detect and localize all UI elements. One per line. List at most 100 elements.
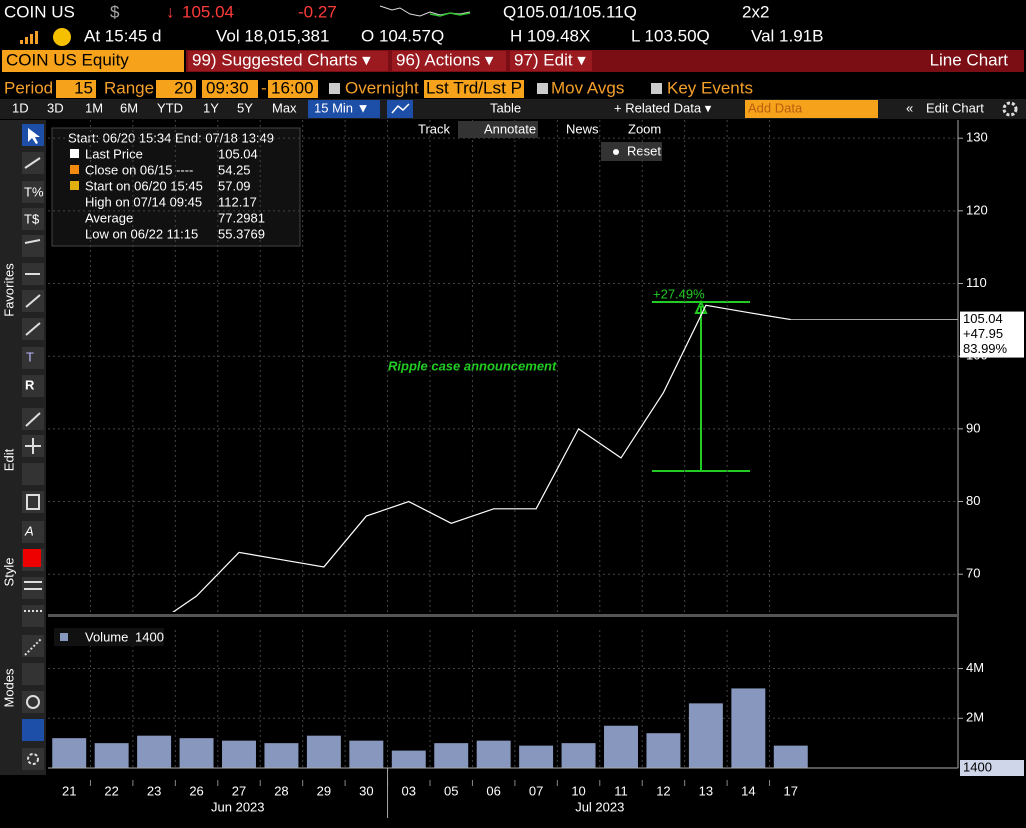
panel-divider <box>48 614 958 617</box>
range-button[interactable]: 3D <box>47 100 64 115</box>
range-button[interactable]: YTD <box>157 100 183 115</box>
volume-bar <box>604 725 638 768</box>
dollar-icon: T$ <box>24 211 40 226</box>
legend-swatch <box>70 165 79 174</box>
legend-value: 77.2981 <box>218 210 265 225</box>
input[interactable] <box>268 80 318 98</box>
reset-button[interactable] <box>601 142 662 161</box>
x-tick-label: 10 <box>571 783 585 798</box>
x-tick-label: 22 <box>104 783 118 798</box>
legend-range: Start: 06/20 15:34 End: 07/18 13:49 <box>68 130 274 145</box>
range-button[interactable]: 1D <box>12 100 29 115</box>
x-tick-label: 14 <box>741 783 755 798</box>
start-time[interactable]: 09:30 <box>206 78 249 97</box>
y-tick-label: 80 <box>966 493 980 508</box>
suggested-charts[interactable]: 99) Suggested Charts ▾ <box>192 50 371 69</box>
gear-icon[interactable] <box>1002 101 1018 117</box>
menu-button[interactable] <box>510 51 592 71</box>
x-tick-label: 13 <box>699 783 713 798</box>
end-time[interactable]: 16:00 <box>271 78 314 97</box>
r-icon: R <box>25 377 35 392</box>
edit[interactable]: 97) Edit ▾ <box>514 50 586 69</box>
input[interactable] <box>424 80 524 98</box>
security-box[interactable] <box>2 50 184 72</box>
range-button[interactable]: 5Y <box>237 100 253 115</box>
checkbox[interactable] <box>329 83 340 94</box>
chart-icon-line <box>391 103 410 114</box>
legend-label: Average <box>85 210 133 225</box>
interval[interactable]: 15 Min ▼ <box>314 100 370 115</box>
input[interactable] <box>202 80 258 98</box>
menu-button[interactable] <box>392 51 506 71</box>
table[interactable]: Table <box>490 100 521 115</box>
range[interactable]: 20 <box>174 78 193 97</box>
range-button[interactable]: 6M <box>120 100 138 115</box>
chart-icon[interactable] <box>387 100 413 118</box>
volume-bar <box>137 735 172 768</box>
chart-tool[interactable]: Zoom <box>628 121 661 136</box>
sidebar-label: Favorites <box>1 263 16 317</box>
legend-box <box>51 127 301 247</box>
legend-value: 55.3769 <box>218 226 265 241</box>
pointer-icon <box>28 128 40 144</box>
add-data-box[interactable] <box>745 100 878 118</box>
range-button[interactable]: Max <box>272 100 297 115</box>
x-tick-label: 12 <box>656 783 670 798</box>
x-tick-label: 26 <box>189 783 203 798</box>
range-button[interactable]: 1M <box>85 100 103 115</box>
chart-tool[interactable]: Track <box>418 121 451 136</box>
legend-label: High on 07/14 09:45 <box>85 194 202 209</box>
x-tick-label: 23 <box>147 783 161 798</box>
add-data[interactable]: Add Data <box>748 100 803 115</box>
checkbox[interactable] <box>537 83 548 94</box>
volume-bar <box>179 738 214 768</box>
x-tick-label: 07 <box>529 783 543 798</box>
ticker: COIN US <box>4 2 75 21</box>
volume-bar <box>222 740 256 768</box>
signal-icon <box>20 28 71 46</box>
x-tick-label: 21 <box>62 783 76 798</box>
checkbox[interactable] <box>651 83 662 94</box>
related-data[interactable]: + Related Data ▾ <box>614 100 712 115</box>
low: L 103.50Q <box>631 26 710 45</box>
month-label: Jun 2023 <box>211 799 265 814</box>
period[interactable]: 15 <box>74 78 93 97</box>
mode-button[interactable] <box>22 719 44 741</box>
actions[interactable]: 96) Actions ▾ <box>396 50 494 69</box>
x-tick-label: 11 <box>614 783 628 798</box>
legend-box <box>54 628 164 646</box>
menu-button[interactable] <box>188 51 388 71</box>
legend-label: Last Price <box>85 146 143 161</box>
input[interactable] <box>56 80 96 98</box>
range-button[interactable]: 1Y <box>203 100 219 115</box>
sidebar-glyphs <box>24 157 42 765</box>
down-arrow: ↓ <box>166 2 175 21</box>
interval-box[interactable] <box>308 100 380 118</box>
y-tick-label: 2M <box>966 710 984 725</box>
collapse-icon[interactable]: « <box>906 100 913 115</box>
volume-bar <box>94 743 129 768</box>
sidebar-label: Edit <box>1 448 16 471</box>
security[interactable]: COIN US Equity <box>6 50 129 69</box>
last-trade[interactable]: Lst Trd/Lst P <box>426 78 522 97</box>
font-icon: A <box>24 523 34 538</box>
color-swatch[interactable] <box>23 549 41 567</box>
volume-bar <box>434 743 469 768</box>
text-icon: T <box>26 349 34 364</box>
chart-tool[interactable]: Annotate <box>484 121 536 136</box>
input[interactable] <box>156 80 196 98</box>
volume-bar <box>306 735 341 768</box>
y-tick-label: 110 <box>966 275 987 290</box>
high: H 109.48X <box>510 26 590 45</box>
reset-icon <box>613 149 619 155</box>
sidebar-label: Style <box>1 558 16 587</box>
currency: $ <box>110 2 120 21</box>
last-price-label: 105.04 <box>963 311 1003 326</box>
mov-avgs: Mov Avgs <box>551 78 624 97</box>
chart-tool[interactable]: News <box>566 121 599 136</box>
reset[interactable]: Reset <box>627 143 661 158</box>
edit-chart[interactable]: Edit Chart <box>926 100 984 115</box>
key-events: Key Events <box>667 78 753 97</box>
sidebar-label: Modes <box>1 668 16 708</box>
